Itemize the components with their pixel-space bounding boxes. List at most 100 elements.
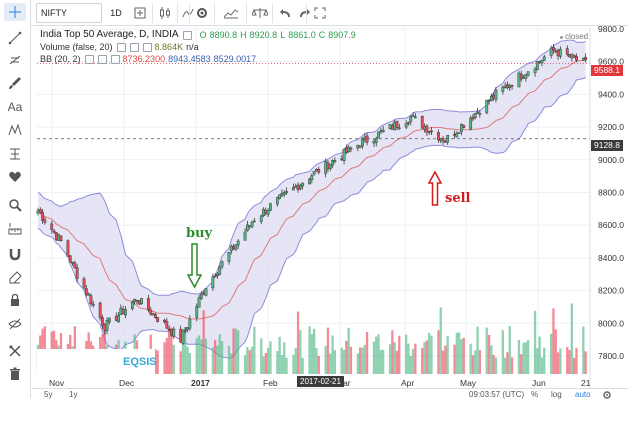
candle xyxy=(333,157,337,164)
volume-bar xyxy=(462,337,465,374)
candle-body xyxy=(259,215,263,222)
candle xyxy=(59,235,63,242)
price-tick-label: 8000.0 xyxy=(598,318,624,328)
volume-settings-button[interactable] xyxy=(129,42,139,52)
range-1y-button[interactable]: 1y xyxy=(69,390,78,399)
candle xyxy=(473,112,477,120)
candle-body xyxy=(393,122,397,131)
candle-body xyxy=(388,124,392,129)
sell-annotation: sell xyxy=(445,191,471,206)
redo-icon[interactable] xyxy=(296,3,314,23)
interval-button[interactable]: 1D xyxy=(104,3,128,23)
candle-body xyxy=(315,168,318,172)
log-toggle[interactable]: log xyxy=(551,390,562,399)
candle xyxy=(216,272,219,280)
prediction-icon[interactable] xyxy=(4,145,26,163)
candle-body xyxy=(441,138,445,142)
series-settings-button[interactable] xyxy=(182,30,192,40)
compare-icon[interactable] xyxy=(220,3,242,23)
candle-body xyxy=(462,125,466,128)
candle-body xyxy=(84,288,88,295)
volume-bar xyxy=(188,352,191,374)
candle-body xyxy=(423,126,426,130)
candle-body xyxy=(280,193,284,196)
volume-bar xyxy=(506,352,509,374)
candle xyxy=(227,251,231,265)
candle xyxy=(50,220,54,234)
candle-body xyxy=(510,84,514,87)
volume-bar xyxy=(168,327,171,374)
chart-settings-icon[interactable] xyxy=(602,390,612,402)
candle xyxy=(66,239,70,257)
ohlc-open-value: 8890.8 xyxy=(209,30,238,40)
trend-line-icon[interactable] xyxy=(4,29,26,47)
candle-body xyxy=(333,160,337,162)
add-symbol-icon[interactable] xyxy=(130,3,150,23)
volume-remove-button[interactable] xyxy=(142,42,152,52)
volume-bar xyxy=(234,328,237,374)
volume-bar xyxy=(340,347,343,374)
bb-settings-button[interactable] xyxy=(97,54,107,64)
candle xyxy=(199,291,203,300)
text-tool-icon[interactable]: Aa xyxy=(7,100,23,114)
zoom-icon[interactable] xyxy=(4,196,26,214)
auto-toggle[interactable]: auto xyxy=(575,390,591,399)
pattern-icon[interactable] xyxy=(4,121,26,139)
bar-style-icon[interactable] xyxy=(155,3,175,23)
candle-body xyxy=(147,298,150,311)
range-5y-button[interactable]: 5y xyxy=(44,390,53,399)
fullscreen-icon[interactable] xyxy=(310,3,330,23)
x-label-2017: 2017 xyxy=(191,378,210,388)
candle-body xyxy=(503,85,507,88)
volume-bar xyxy=(232,328,235,374)
volume-bar xyxy=(501,330,504,374)
settings-icon[interactable] xyxy=(192,3,212,23)
crosshair-icon[interactable] xyxy=(4,3,26,21)
bb-remove-button[interactable] xyxy=(110,54,120,64)
lock-icon[interactable] xyxy=(4,291,26,309)
drawing-mode-icon[interactable] xyxy=(4,269,26,287)
volume-bar xyxy=(524,342,527,374)
volume-bar xyxy=(262,356,265,374)
symbol-search-input[interactable]: NIFTY xyxy=(36,3,102,23)
fib-tool-icon[interactable] xyxy=(4,51,26,69)
volume-bar xyxy=(428,332,431,374)
magnet-icon[interactable] xyxy=(4,245,26,263)
candle-body xyxy=(437,132,440,141)
candle xyxy=(489,93,493,102)
candle-body xyxy=(379,130,383,133)
candle-body xyxy=(390,125,394,130)
volume-bar xyxy=(492,355,495,374)
volume-visibility-button[interactable] xyxy=(116,42,126,52)
brush-icon[interactable] xyxy=(4,74,26,92)
indicators-icon[interactable] xyxy=(180,3,196,23)
volume-bar xyxy=(425,340,428,374)
volume-bar xyxy=(230,353,233,374)
candle-body xyxy=(101,317,104,326)
price-scale[interactable]: 9800.0 9600.0 9400.0 9200.0 9000.0 8800.0 8600… xyxy=(589,26,624,388)
heart-icon[interactable] xyxy=(4,168,26,186)
candle xyxy=(87,292,91,296)
volume-bar xyxy=(538,336,541,374)
sell-arrow-icon xyxy=(427,170,443,206)
candle xyxy=(234,244,238,252)
alerts-icon[interactable] xyxy=(250,3,270,23)
price-tick-label: 9000.0 xyxy=(598,155,624,165)
candle-body xyxy=(98,302,102,319)
measure-icon[interactable] xyxy=(4,219,26,237)
trash-icon[interactable] xyxy=(4,365,26,383)
candle-body xyxy=(340,158,344,161)
chart-overlays xyxy=(37,63,590,289)
chart-pane[interactable]: 9800.0 9600.0 9400.0 9200.0 9000.0 8800.0 8600… xyxy=(32,26,628,388)
undo-icon[interactable] xyxy=(276,3,294,23)
ohlc-close-label: C xyxy=(318,30,326,40)
bb-visibility-button[interactable] xyxy=(84,54,94,64)
candle xyxy=(211,273,215,292)
candle xyxy=(107,317,111,325)
percent-toggle[interactable]: % xyxy=(531,390,539,399)
hide-drawings-icon[interactable] xyxy=(4,315,26,333)
volume-bar xyxy=(517,339,521,374)
remove-drawings-icon[interactable] xyxy=(4,342,26,360)
candle xyxy=(298,183,302,191)
candle-body xyxy=(181,330,185,344)
